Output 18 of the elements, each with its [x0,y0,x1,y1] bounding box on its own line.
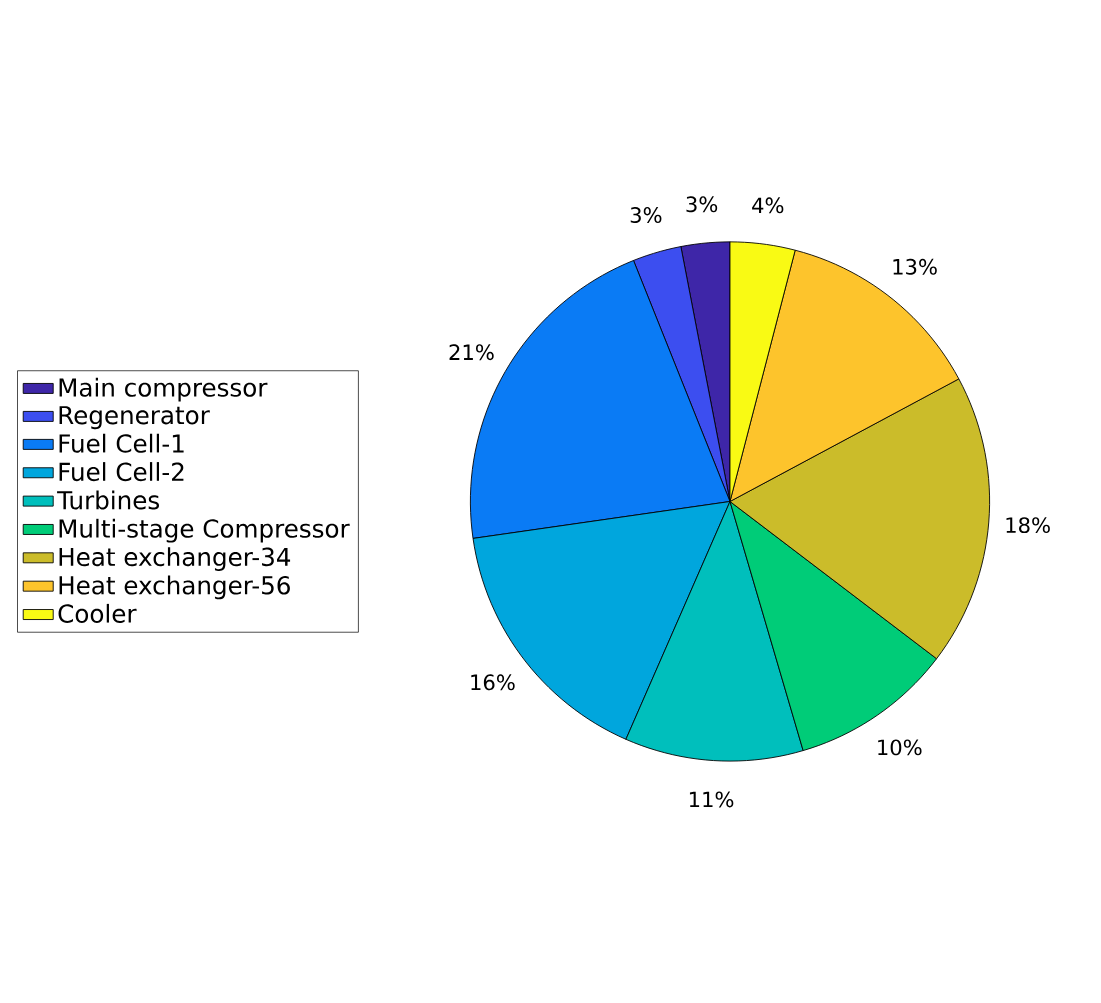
legend-label: Main compressor [59,377,268,402]
data-label: 4% [752,197,784,214]
data-label: 21% [449,344,494,361]
data-label: 11% [689,791,734,808]
legend-label: Turbines [57,490,160,510]
legend-label: Cooler [58,603,137,623]
data-label: 13% [893,258,937,275]
legend-label: Fuel Cell-2 [59,462,184,482]
legend-label: Heat exchanger-34 [59,547,291,571]
data-label: 3% [686,196,718,213]
data-label: 16% [471,674,515,691]
legend-label: Heat exchanger-56 [59,575,290,600]
data-label: 18% [1006,517,1050,534]
legend-label: Fuel Cell-1 [59,433,184,453]
data-label: 10% [878,739,922,756]
legend-label: Regenerator [59,406,210,430]
legend-label: Multi-stage Compressor [59,518,350,543]
data-label: 3% [630,207,662,224]
